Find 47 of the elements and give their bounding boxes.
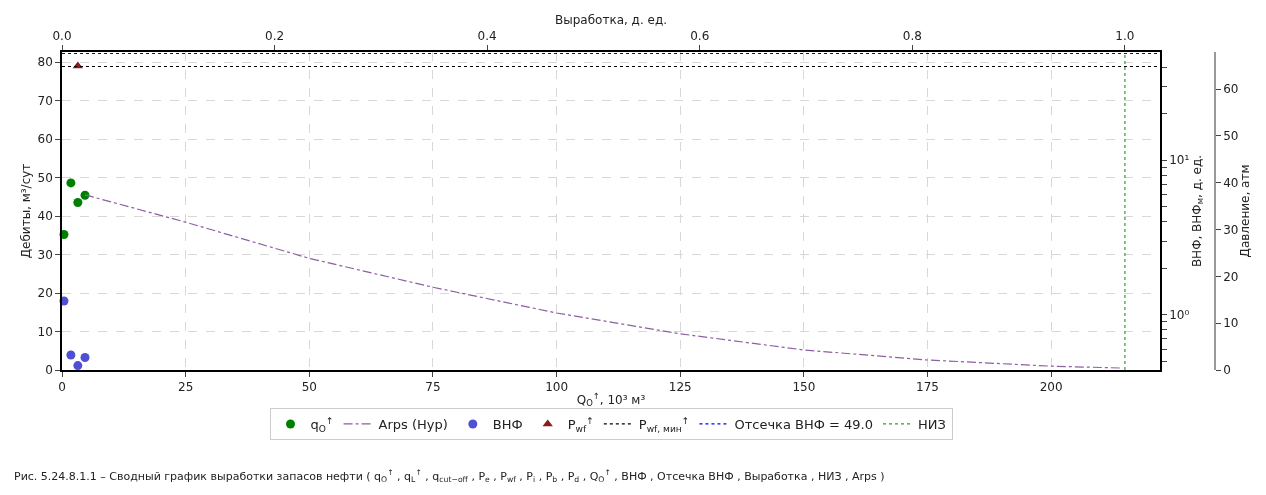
text: Рис. 5.24.8.1.1 – Сводный график выработки запасов нефти ( q$_{O}$$^{↑}$ , q$_{L}$$^{↑}$ , q$_{cut−off}$ , P$_{e}$ , P$_{wf}$ , P$_{i}$ , P$_{b}$ , P$_{d}$ , Q$_{O}$$^{↑}$ , ВНФ , Отсечка ВНФ , Выработка , НИЗ , Arps ) (14, 468, 885, 484)
x-tick-label: 125 (668, 380, 692, 395)
y-tick-label: 20 (37, 286, 53, 301)
y-tick-label: 30 (37, 247, 53, 262)
x-tick-label: 200 (1039, 380, 1063, 395)
legend-label: Отсечка ВНФ = 49.0 (734, 417, 874, 433)
point (66, 178, 76, 188)
x2-tick-label: 0.0 (52, 29, 72, 44)
y-tick-label: 40 (37, 209, 53, 224)
x2-axis-title: Выработка, д. ед. (554, 13, 668, 28)
y2-tick-label: 10¹ (1169, 153, 1190, 168)
y3-tick-label: 20 (1223, 269, 1239, 284)
x-tick-label: 150 (792, 380, 816, 395)
y3-axis-title: Давление, атм (1238, 164, 1253, 258)
x-tick-label: 25 (178, 380, 194, 395)
y-axis-title: Дебиты, м³/сут (19, 163, 34, 259)
x-tick-label: 100 (545, 380, 569, 395)
y-tick-label: 50 (37, 170, 53, 185)
y3-tick-label: 10 (1223, 316, 1239, 331)
y-tick-label: 80 (37, 55, 53, 70)
y3-tick-label: 30 (1223, 222, 1239, 237)
x-tick-label: 75 (425, 380, 441, 395)
x-tick-label: 0 (58, 380, 66, 395)
y3-tick-label: 0 (1223, 363, 1231, 378)
y-tick-label: 70 (37, 93, 53, 108)
y2-tick-label: 10⁰ (1169, 308, 1190, 323)
point (66, 350, 76, 360)
point (73, 198, 83, 208)
y-tick-label: 60 (37, 132, 53, 147)
legend-label: ВНФ (492, 417, 523, 433)
x-axis-title: Q$_{O}$$^{↑}$, 10³ м³ (576, 390, 646, 409)
x2-tick-label: 0.6 (690, 29, 710, 44)
x2-tick-label: 1.0 (1115, 29, 1135, 44)
point (80, 353, 90, 362)
y-tick-label: 0 (45, 363, 53, 378)
x-tick-label: 50 (301, 380, 317, 395)
y3-tick-label: 40 (1223, 175, 1239, 190)
x2-tick-label: 0.8 (902, 29, 922, 44)
y3-tick-label: 60 (1223, 82, 1239, 97)
y3-tick-label: 50 (1223, 129, 1239, 144)
x2-tick-label: 0.2 (265, 29, 285, 44)
legend-label: НИЗ (918, 417, 946, 433)
x2-tick-label: 0.4 (477, 29, 497, 44)
legend-label: Arps (Hyp) (378, 417, 448, 433)
y-tick-label: 10 (37, 324, 53, 339)
x-tick-label: 175 (916, 380, 939, 395)
point (73, 361, 83, 371)
